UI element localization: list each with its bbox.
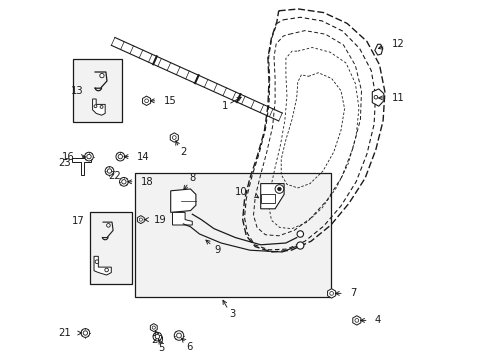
Circle shape [81, 329, 90, 337]
Circle shape [155, 334, 159, 339]
Text: 15: 15 [163, 96, 176, 106]
Text: 8: 8 [189, 173, 195, 183]
Text: 5: 5 [158, 343, 164, 353]
Circle shape [105, 167, 114, 175]
Text: 16: 16 [61, 152, 74, 162]
Text: 2: 2 [180, 147, 186, 157]
Circle shape [122, 180, 126, 184]
Text: 14: 14 [137, 152, 149, 162]
Polygon shape [170, 189, 196, 212]
Text: 23: 23 [58, 158, 71, 168]
Text: 21: 21 [58, 328, 71, 338]
Text: 6: 6 [186, 342, 193, 352]
Polygon shape [327, 289, 335, 298]
Text: 4: 4 [374, 315, 380, 325]
Circle shape [119, 177, 128, 186]
Circle shape [104, 268, 108, 272]
Text: 7: 7 [349, 288, 356, 298]
Circle shape [275, 185, 283, 193]
Circle shape [144, 99, 148, 103]
Polygon shape [142, 96, 150, 105]
Circle shape [354, 319, 358, 322]
Circle shape [296, 242, 303, 249]
Circle shape [87, 154, 91, 159]
Polygon shape [352, 316, 360, 325]
Circle shape [106, 224, 110, 227]
Circle shape [329, 292, 333, 295]
Polygon shape [94, 256, 111, 275]
Polygon shape [72, 158, 91, 175]
Text: 17: 17 [71, 216, 84, 226]
Circle shape [118, 154, 122, 159]
Text: 1: 1 [221, 101, 227, 111]
Circle shape [100, 73, 104, 78]
Circle shape [100, 105, 103, 108]
Bar [134, 173, 330, 297]
Bar [90, 212, 132, 284]
Circle shape [176, 333, 181, 338]
Text: 13: 13 [71, 86, 83, 96]
Circle shape [152, 326, 155, 329]
Polygon shape [170, 133, 178, 142]
Circle shape [139, 218, 142, 221]
Circle shape [84, 152, 93, 161]
Circle shape [94, 105, 97, 108]
Text: 19: 19 [153, 215, 166, 225]
Polygon shape [92, 99, 105, 115]
Circle shape [373, 95, 377, 99]
Circle shape [296, 231, 303, 237]
Text: 12: 12 [390, 39, 403, 49]
Text: 3: 3 [228, 309, 235, 319]
Bar [73, 59, 122, 122]
Text: 11: 11 [390, 93, 403, 103]
Polygon shape [374, 44, 382, 55]
Polygon shape [137, 216, 144, 224]
Circle shape [153, 332, 162, 341]
Circle shape [172, 136, 176, 139]
Text: 18: 18 [141, 177, 153, 187]
Circle shape [116, 152, 124, 161]
Polygon shape [260, 194, 275, 203]
Circle shape [107, 169, 111, 173]
Circle shape [95, 260, 99, 264]
Polygon shape [172, 212, 192, 225]
Circle shape [174, 331, 183, 340]
Polygon shape [260, 184, 284, 209]
Circle shape [277, 187, 281, 191]
Text: 20: 20 [151, 335, 163, 345]
Polygon shape [150, 324, 157, 332]
Text: 9: 9 [214, 245, 220, 255]
Polygon shape [371, 89, 383, 106]
Text: 10: 10 [234, 186, 247, 197]
Circle shape [83, 331, 87, 335]
Text: 22: 22 [107, 171, 121, 181]
